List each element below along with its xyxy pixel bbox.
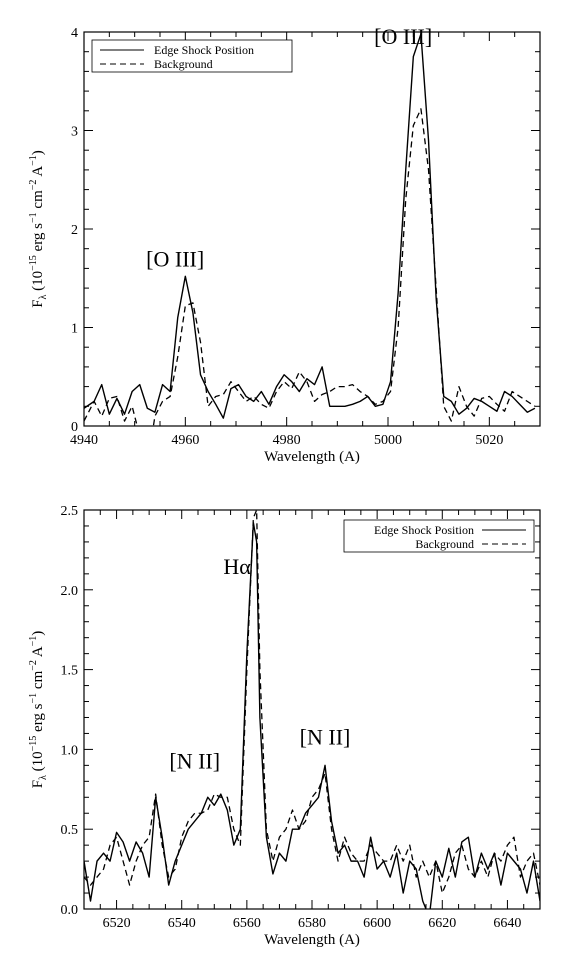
y-axis-title-part: −15 [28, 255, 39, 271]
x-tick-label: 4980 [273, 433, 301, 448]
y-axis-title-part: −15 [28, 736, 39, 752]
peak-label-h: Hα [223, 554, 251, 579]
y-tick-label: 2.0 [61, 584, 79, 599]
y-tick-label: 3 [71, 125, 78, 140]
peak-label-o-iii: [O III] [146, 246, 204, 271]
y-tick-label: 1.0 [61, 743, 79, 758]
y-axis-title-part: −1 [28, 636, 39, 647]
x-tick-label: 4960 [171, 433, 199, 448]
x-axis-title: Wavelength (A) [264, 449, 360, 465]
oiii-spectrum-panel: 4940 4960 4980 5000 5020 0 1 2 3 4 Wavelength (A) F… [28, 24, 541, 465]
y-tick-label: 2 [71, 223, 78, 238]
y-axis-title-part: ) [30, 150, 46, 155]
y-axis-title: Fλ (10−15 erg s−1 cm−2 A−1) [28, 150, 49, 308]
legend-box [91, 39, 293, 73]
peak-label-n-ii: [N II] [169, 749, 220, 774]
y-axis-title-part: erg s [30, 703, 46, 735]
y-axis-title-part: λ [38, 775, 49, 780]
y-tick-label: 0.0 [61, 903, 79, 918]
y-axis-title-part: F [30, 780, 46, 788]
y-axis-title-part: erg s [30, 223, 46, 255]
y-axis-title-part: −2 [28, 180, 39, 191]
y-tick-label: 1 [71, 322, 78, 337]
y-axis-title-part: ) [30, 631, 46, 636]
y-axis-title-part: cm [30, 670, 46, 692]
y-axis-title-part: cm [30, 190, 46, 212]
peak-label-o-iii: [O III] [374, 24, 432, 49]
series-line-background [84, 510, 540, 894]
series-line-edge-shock-position [84, 33, 536, 419]
x-tick-label: 6640 [493, 916, 521, 931]
x-tick-label: 4940 [70, 433, 98, 448]
y-axis-title-part: (10 [30, 271, 46, 295]
legend-label-background: Background [415, 537, 474, 551]
x-tick-label: 5020 [475, 433, 503, 448]
x-tick-label: 6620 [428, 916, 456, 931]
y-axis-title: Fλ (10−15 erg s−1 cm−2 A−1) [28, 631, 49, 789]
y-tick-label: 2.5 [61, 504, 79, 519]
y-tick-label: 0 [71, 420, 78, 435]
y-axis-title-part: F [30, 299, 46, 307]
x-tick-label: 6560 [233, 916, 261, 931]
legend-box [343, 519, 535, 553]
x-tick-label: 6540 [168, 916, 196, 931]
y-axis-title-part: λ [38, 294, 49, 299]
y-axis-title-part: (10 [30, 751, 46, 775]
y-axis-title-part: A [30, 166, 46, 180]
y-axis-title-part: −2 [28, 660, 39, 671]
y-tick-label: 1.5 [61, 664, 79, 679]
x-axis-title: Wavelength (A) [264, 932, 360, 948]
x-tick-label: 6600 [363, 916, 391, 931]
y-tick-label: 4 [71, 26, 78, 41]
halpha-nii-spectrum-panel: 6520 6540 6560 6580 6600 6620 6640 0.0 0.5 1.0 1.5… [28, 504, 541, 948]
x-tick-label: 6520 [103, 916, 131, 931]
y-axis-title-part: A [30, 646, 46, 660]
x-tick-label: 5000 [374, 433, 402, 448]
legend-label-edge-shock-position: Edge Shock Position [374, 523, 474, 537]
y-axis-title-part: −1 [28, 693, 39, 704]
series-line-edge-shock-position [84, 522, 540, 909]
y-tick-label: 0.5 [61, 823, 79, 838]
peak-label-n-ii: [N II] [300, 725, 351, 750]
x-tick-label: 6580 [298, 916, 326, 931]
y-axis-title-part: −1 [28, 212, 39, 223]
y-axis-title-part: −1 [28, 155, 39, 166]
legend-label-edge-shock-position: Edge Shock Position [154, 43, 254, 57]
legend-label-background: Background [154, 57, 213, 71]
series-line-background [84, 108, 536, 426]
